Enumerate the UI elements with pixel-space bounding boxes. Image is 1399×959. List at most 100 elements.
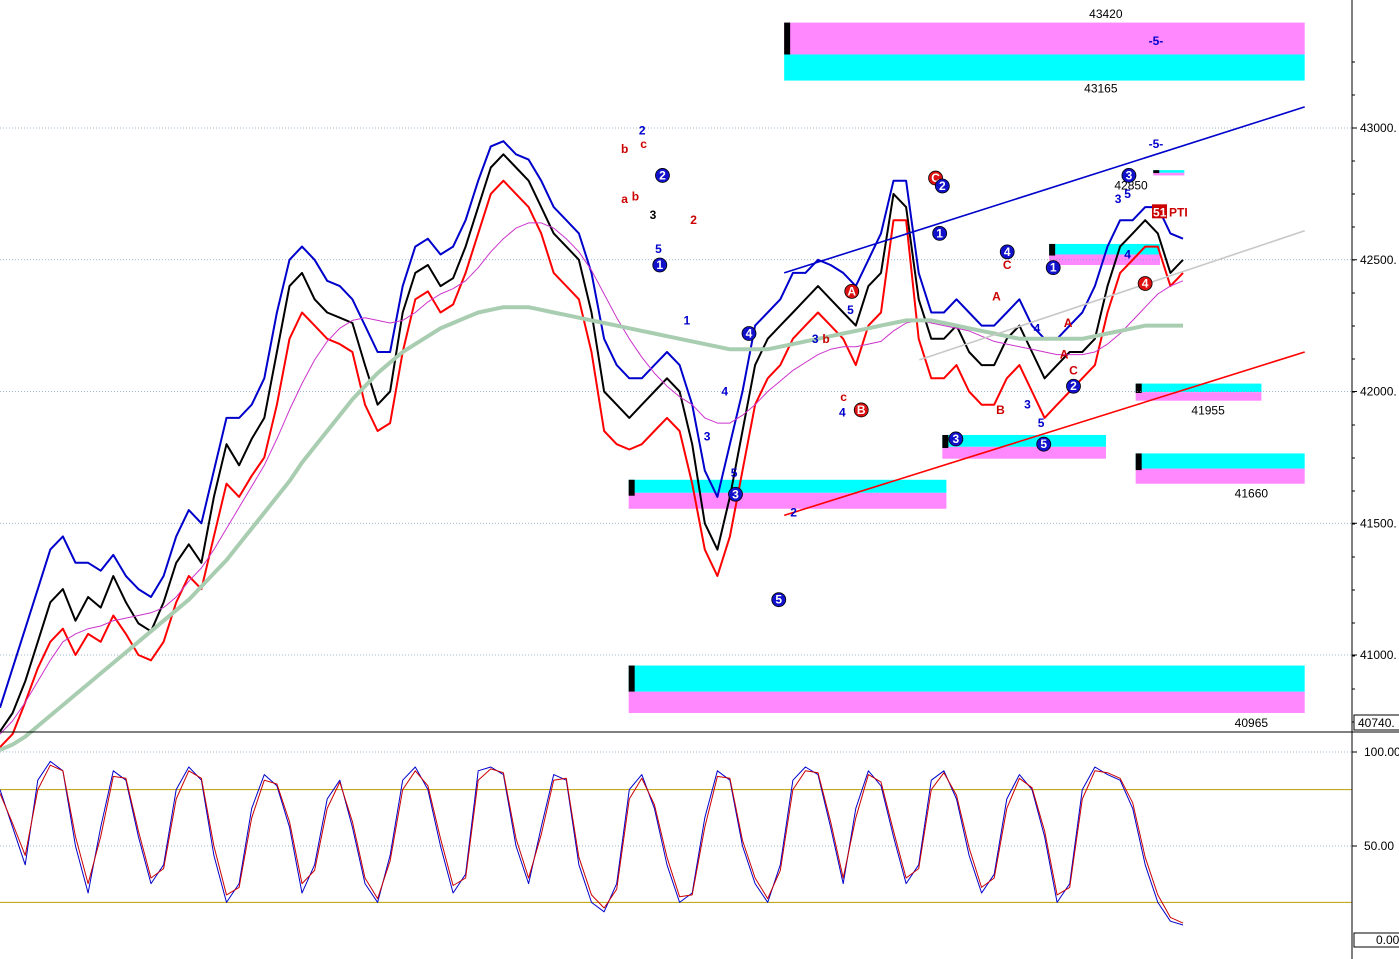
price-tick-label: 42500.: [1360, 253, 1397, 267]
wave-marker: [1066, 378, 1081, 394]
wave-label: 4: [1142, 276, 1149, 290]
wave-label: C: [1069, 363, 1078, 377]
zone-band-top: [942, 434, 1106, 447]
wave-label: 5: [1124, 187, 1131, 201]
wave-marker: [1121, 168, 1137, 183]
wave-label: c: [640, 137, 647, 151]
osc-current-label: 0.00: [1376, 933, 1399, 947]
series-close: [0, 153, 1184, 732]
wave-label: 4: [839, 406, 846, 420]
zone-level-label: 41660: [1235, 487, 1269, 501]
zone-marker: [1153, 170, 1160, 174]
zone-marker: [942, 434, 949, 449]
wave-label: 5: [655, 242, 662, 256]
zone-band-top: [1135, 453, 1305, 469]
zone-band-top: [628, 479, 947, 493]
wave-label: c: [840, 390, 847, 404]
wave-label: 2: [939, 179, 946, 193]
price-tick-label: 42000.: [1360, 385, 1397, 399]
grid-layer: [0, 127, 1352, 903]
trend-line: [919, 230, 1305, 361]
series-long-average: [0, 305, 1183, 752]
zone-band-bottom: [784, 54, 1305, 81]
zone-band-bottom: [1135, 392, 1262, 401]
series-layer: [0, 106, 1305, 926]
price-tick-label: 43000.: [1360, 121, 1397, 135]
wave-label: b: [621, 142, 628, 156]
zone-band-top: [628, 665, 1305, 692]
trend-line: [783, 106, 1305, 274]
zone-level-label: 41955: [1191, 404, 1225, 418]
wave-label: b: [632, 190, 639, 204]
wave-marker: [999, 244, 1015, 260]
wave-label: 5: [847, 303, 854, 317]
zone-marker: [1135, 453, 1142, 471]
wave-marker: [1137, 276, 1153, 291]
wave-label: 3: [732, 487, 739, 501]
zone-band-bottom: [1135, 468, 1305, 484]
wave-label: 2: [659, 168, 666, 182]
wave-label: 4: [1004, 245, 1011, 259]
wave-label: 1: [656, 258, 663, 272]
zone-band-bottom: [628, 691, 1305, 713]
zone-marker: [628, 479, 635, 496]
wave-marker: [652, 257, 668, 273]
zone-marker: [628, 665, 635, 692]
wave-label: -5-: [1149, 137, 1164, 151]
wave-label: 3: [1126, 168, 1133, 182]
wave-label: A: [847, 284, 856, 298]
osc-tick-label: 100.00: [1364, 745, 1399, 759]
wave-label: C: [1003, 258, 1012, 272]
wave-label: 4: [1034, 321, 1041, 335]
wave-label: 1: [1050, 261, 1057, 275]
pti-tag-box: [1152, 204, 1168, 219]
zone-level-label: 43420: [1089, 7, 1123, 21]
zone-marker: [784, 22, 791, 55]
wave-label: -5-: [1149, 34, 1164, 48]
zone-marker: [1135, 383, 1142, 394]
pti-tag-number: 51: [1153, 205, 1167, 219]
wave-label: 4: [1124, 247, 1131, 261]
trend-line: [783, 351, 1305, 517]
wave-label: C: [931, 171, 940, 185]
wave-marker: [934, 178, 950, 194]
zone-level-label: 40965: [1235, 716, 1269, 730]
current-price-box: [1353, 714, 1399, 731]
zone-marker: [1049, 243, 1056, 256]
pti-tag-label: PTI: [1169, 205, 1188, 219]
wave-label: 3: [650, 208, 657, 222]
osc-tick-label: 50.00: [1364, 839, 1394, 853]
wave-marker: [655, 168, 670, 183]
wave-label: 5: [731, 466, 738, 480]
wave-label: 3: [812, 332, 819, 346]
current-price-label: 40740.: [1358, 716, 1395, 730]
zone-band-bottom: [942, 446, 1106, 459]
series-lower-band: [0, 179, 1184, 748]
wave-marker: [1036, 436, 1052, 452]
wave-label: b: [822, 332, 829, 346]
zone-band-top: [1049, 243, 1161, 255]
wave-label: 1: [936, 226, 943, 240]
wave-label: 1: [683, 313, 690, 327]
wave-label: 3: [704, 429, 711, 443]
wave-marker: [844, 283, 860, 299]
wave-label: 2: [1070, 379, 1077, 393]
price-tick-label: 41000.: [1360, 648, 1397, 662]
wave-label: A: [1064, 316, 1073, 330]
wave-label: 2: [639, 124, 646, 138]
wave-marker: [728, 486, 743, 502]
zone-band-bottom: [1153, 172, 1185, 176]
wave-label: 5: [1040, 437, 1047, 451]
wave-label: 4: [721, 385, 728, 399]
wave-label: 3: [1024, 398, 1031, 412]
wave-marker: [771, 592, 787, 608]
wave-marker: [741, 326, 757, 341]
wave-label: A: [1060, 348, 1069, 362]
wave-label: 4: [746, 327, 753, 341]
zone-band-bottom: [628, 492, 947, 509]
series-upper-band: [0, 140, 1184, 709]
osc-series-slow: [0, 764, 1184, 924]
price-tick-label: 41500.: [1360, 516, 1397, 530]
